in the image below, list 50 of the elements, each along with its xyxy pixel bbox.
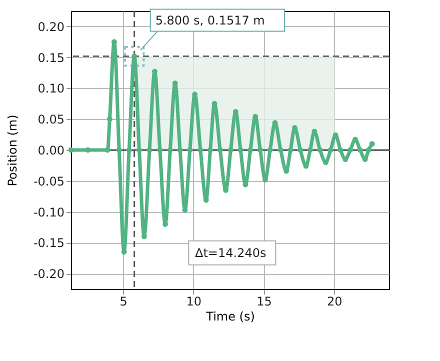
point [238, 147, 244, 153]
x-tick-label: 5 [120, 294, 128, 308]
point [187, 147, 193, 153]
point [278, 147, 284, 153]
point [104, 147, 110, 153]
point [267, 147, 273, 153]
point [146, 147, 152, 153]
point [352, 136, 358, 142]
x-tick-label: 20 [326, 294, 342, 308]
point [342, 156, 348, 162]
x-tick-label: 10 [186, 294, 202, 308]
x-tick-label: 15 [256, 294, 272, 308]
point [228, 147, 234, 153]
y-tick-label: 0.10 [38, 82, 64, 96]
y-axis-title: Position (m) [5, 114, 20, 186]
annotation: 5.800 s, 0.1517 m [155, 13, 265, 28]
point [258, 147, 263, 153]
y-tick-label: 0.00 [38, 144, 64, 158]
point [157, 147, 163, 153]
point [126, 147, 132, 153]
point [369, 141, 375, 147]
y-tick-label: -0.05 [33, 174, 64, 188]
x-axis-title: Time (s) [205, 310, 255, 324]
point [348, 147, 354, 153]
y-tick-label: 0.05 [38, 112, 64, 127]
y-tick-label: -0.20 [33, 267, 64, 282]
point [177, 147, 183, 153]
point [307, 147, 313, 153]
point [248, 147, 254, 153]
point [136, 147, 142, 153]
point [366, 147, 372, 153]
point [217, 147, 223, 153]
point [328, 147, 334, 153]
y-tick-label: -0.10 [33, 205, 64, 220]
point [167, 147, 173, 153]
point [288, 147, 294, 153]
y-tick-label: 0.20 [38, 20, 64, 34]
point [322, 160, 328, 166]
point [68, 147, 74, 153]
y-tick-label: -0.15 [33, 236, 64, 250]
point [317, 147, 323, 153]
point [106, 116, 112, 122]
annotation: Δt=14.240s [195, 246, 266, 260]
point [85, 147, 91, 153]
point [298, 147, 304, 153]
y-tick-label: 0.15 [38, 50, 64, 65]
point [208, 147, 214, 153]
point [357, 147, 363, 153]
point [198, 147, 204, 153]
point [338, 147, 344, 153]
